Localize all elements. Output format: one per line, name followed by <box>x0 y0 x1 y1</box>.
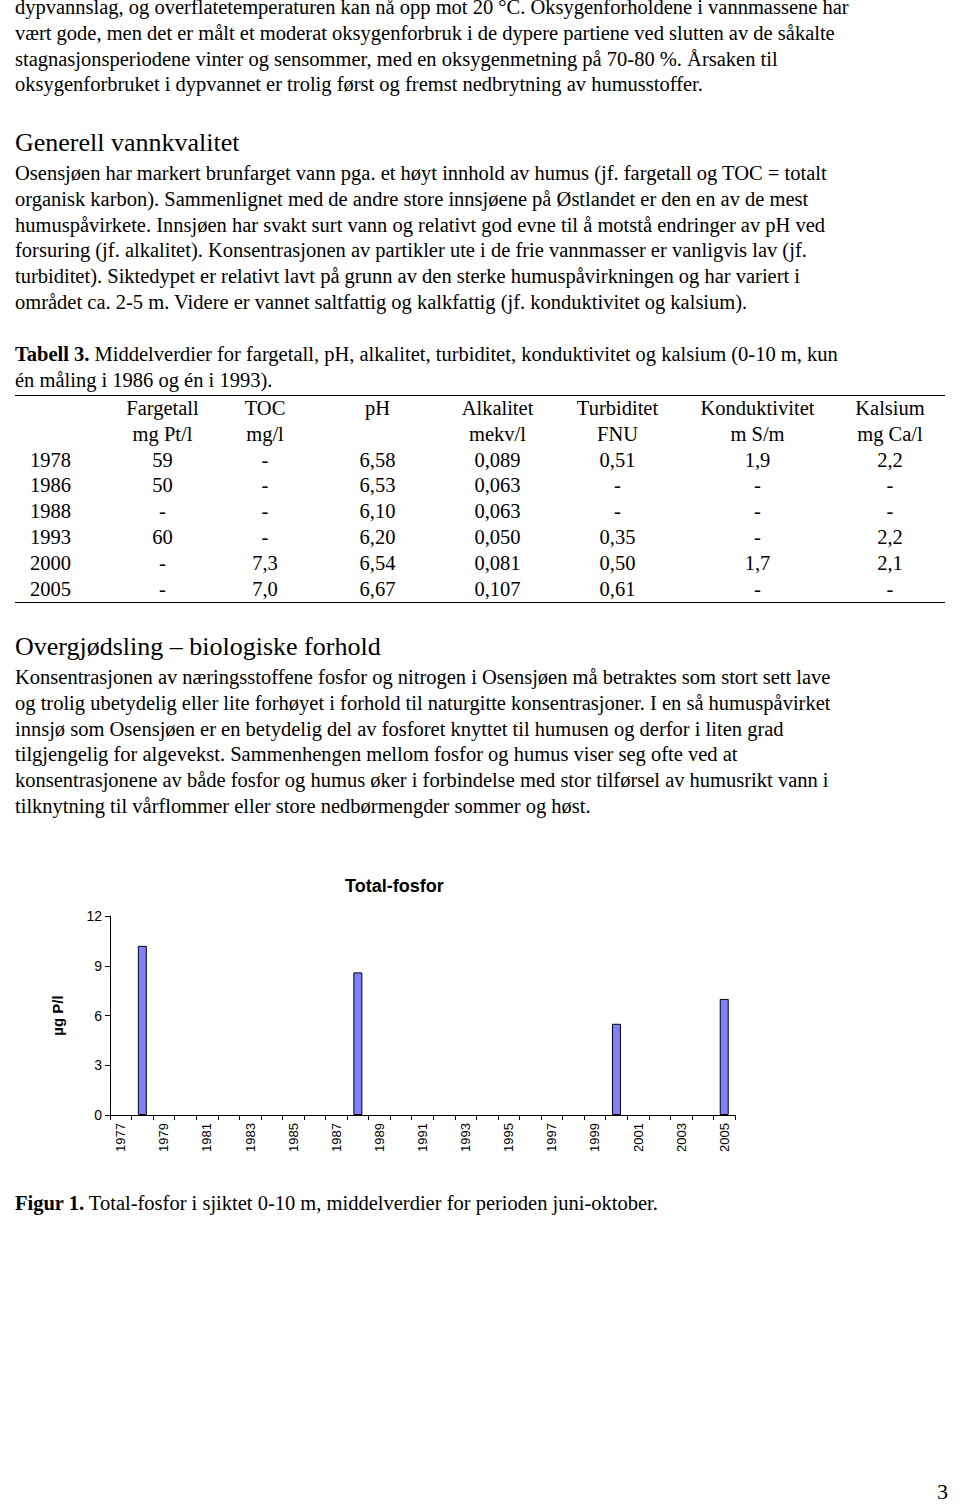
html-text:0,61: 0,61 <box>599 577 636 600</box>
html-text:0,51: 0,51 <box>599 448 636 471</box>
svg-text:1987: 1987 <box>329 1123 344 1152</box>
html-text:6,67: 6,67 <box>359 577 396 600</box>
html-text:innsjø som Osensjøen er en bet: innsjø som Osensjøen er en betydelig del… <box>15 717 784 740</box>
html-text:tilgjengelig for algevekst. Sa: tilgjengelig for algevekst. Sammenhengen… <box>15 743 738 766</box>
html-text:m S/m: m S/m <box>730 422 785 445</box>
html-text:Overgjødsling – biologiske for: Overgjødsling – biologiske forhold <box>15 632 381 661</box>
html-text:Konsentrasjonen av næringsstof: Konsentrasjonen av næringsstoffene fosfo… <box>15 666 831 688</box>
html-text:0,063: 0,063 <box>474 500 521 523</box>
html-text:tilknytning til vårflommer ell: tilknytning til vårflommer eller store n… <box>15 795 591 817</box>
html-text:mekv/l: mekv/l <box>469 422 526 445</box>
svg-text:2001: 2001 <box>631 1123 646 1152</box>
html-text:1,7: 1,7 <box>744 551 771 574</box>
html-text:7,3: 7,3 <box>252 551 278 574</box>
svg-text:1989: 1989 <box>372 1123 387 1152</box>
svg-text:1979: 1979 <box>156 1123 171 1152</box>
html-text:turbiditet). Siktedypet er rel: turbiditet). Siktedypet er relativt lavt… <box>15 265 800 288</box>
html-text:6,58: 6,58 <box>359 448 396 471</box>
svg-text:3: 3 <box>94 1057 102 1073</box>
html-text:0,050: 0,050 <box>474 526 521 548</box>
html-text:0,089: 0,089 <box>474 448 521 471</box>
html-text:6,20: 6,20 <box>359 526 396 548</box>
html-text:humuspåvirkete. Innsjøen har s: humuspåvirkete. Innsjøen har svakt surt … <box>15 213 826 236</box>
html-text:Figur 1. Total-fosfor i sjikte: Figur 1. Total-fosfor i sjiktet 0-10 m, … <box>15 1192 658 1214</box>
html-text:Tabell 3. Middelverdier for fa: Tabell 3. Middelverdier for fargetall, p… <box>15 343 838 365</box>
svg-text:1981: 1981 <box>199 1123 214 1152</box>
html-text:6,10: 6,10 <box>359 500 396 523</box>
html-text:7,0: 7,0 <box>252 577 278 600</box>
html-text:området ca. 2-5 m. Videre er v: området ca. 2-5 m. Videre er vannet salt… <box>15 291 748 313</box>
html-text:1,9: 1,9 <box>744 448 771 471</box>
html-text:6,54: 6,54 <box>359 551 396 574</box>
html-text:én måling i 1986 og én i 1993): én måling i 1986 og én i 1993). <box>15 368 273 391</box>
html-text:1978: 1978 <box>30 448 71 471</box>
html-text:Fargetall: Fargetall <box>126 397 199 419</box>
html-text:3: 3 <box>937 1479 948 1504</box>
html-text:konsentrasjonene av både fosfo: konsentrasjonene av både fosfor og humus… <box>15 769 829 792</box>
svg-text:2003: 2003 <box>674 1123 689 1152</box>
svg-text:1991: 1991 <box>415 1123 430 1152</box>
html-text:vært gode, men det er målt et: vært gode, men det er målt et moderat ok… <box>15 21 835 44</box>
html-text:2000: 2000 <box>30 551 71 574</box>
html-text:Konduktivitet: Konduktivitet <box>700 397 815 419</box>
svg-text:µg P/l: µg P/l <box>49 995 66 1035</box>
html-text:Generell vannkvalitet: Generell vannkvalitet <box>15 128 240 157</box>
html-text:mg Ca/l: mg Ca/l <box>857 422 923 445</box>
html-text:2,2: 2,2 <box>877 448 903 471</box>
html-text:stagnasjonsperiodene vinter og: stagnasjonsperiodene vinter og sensommer… <box>15 47 778 70</box>
html-text:0,107: 0,107 <box>474 577 521 600</box>
html-text:1988: 1988 <box>30 500 71 523</box>
svg-text:Total-fosfor: Total-fosfor <box>345 876 444 896</box>
svg-text:1977: 1977 <box>113 1123 128 1152</box>
html-text:0,063: 0,063 <box>474 474 521 497</box>
html-text:oksygenforbruket i dypvannet e: oksygenforbruket i dypvannet er trolig f… <box>15 73 703 96</box>
html-text:50: 50 <box>152 474 173 497</box>
html-text:mg Pt/l: mg Pt/l <box>132 422 193 445</box>
html-text:60: 60 <box>152 526 173 548</box>
html-text:mg/l: mg/l <box>246 422 284 445</box>
html-text:2005: 2005 <box>30 577 71 600</box>
svg-text:2005: 2005 <box>717 1123 732 1152</box>
svg-text:9: 9 <box>94 958 102 974</box>
svg-text:1983: 1983 <box>243 1123 258 1152</box>
html-text:forsuring (jf. alkalitet). Kon: forsuring (jf. alkalitet). Konsentrasjon… <box>15 239 807 262</box>
html-text:2,2: 2,2 <box>877 526 903 548</box>
html-text:og trolig ubetydelig eller lit: og trolig ubetydelig eller lite forhøyet… <box>15 691 831 714</box>
html-text:Alkalitet: Alkalitet <box>461 397 534 419</box>
svg-text:1999: 1999 <box>587 1123 602 1152</box>
html-text:0,50: 0,50 <box>599 551 636 574</box>
html-text:1986: 1986 <box>30 474 71 497</box>
svg-text:6: 6 <box>94 1008 102 1024</box>
html-text:Osensjøen har markert brunfarg: Osensjøen har markert brunfarget vann pg… <box>15 162 827 184</box>
html-text:Kalsium: Kalsium <box>855 397 925 419</box>
html-text:0,081: 0,081 <box>474 551 521 574</box>
svg-text:1993: 1993 <box>458 1123 473 1152</box>
html-text:1993: 1993 <box>30 526 71 548</box>
svg-text:0: 0 <box>94 1107 102 1123</box>
svg-text:1997: 1997 <box>544 1123 559 1152</box>
html-text:Turbiditet: Turbiditet <box>576 397 659 419</box>
html-text:6,53: 6,53 <box>359 474 396 497</box>
html-text:59: 59 <box>152 448 173 471</box>
html-text:0,35: 0,35 <box>599 526 636 548</box>
svg-text:12: 12 <box>86 908 102 924</box>
html-text:FNU: FNU <box>597 422 638 445</box>
html-text:pH: pH <box>365 397 390 419</box>
html-text:organisk karbon). Sammenlignet: organisk karbon). Sammenlignet med de an… <box>15 187 809 210</box>
html-text:2,1: 2,1 <box>877 551 903 574</box>
html-text:TOC: TOC <box>244 397 286 419</box>
svg-text:1995: 1995 <box>501 1123 516 1152</box>
svg-text:1985: 1985 <box>286 1123 301 1152</box>
